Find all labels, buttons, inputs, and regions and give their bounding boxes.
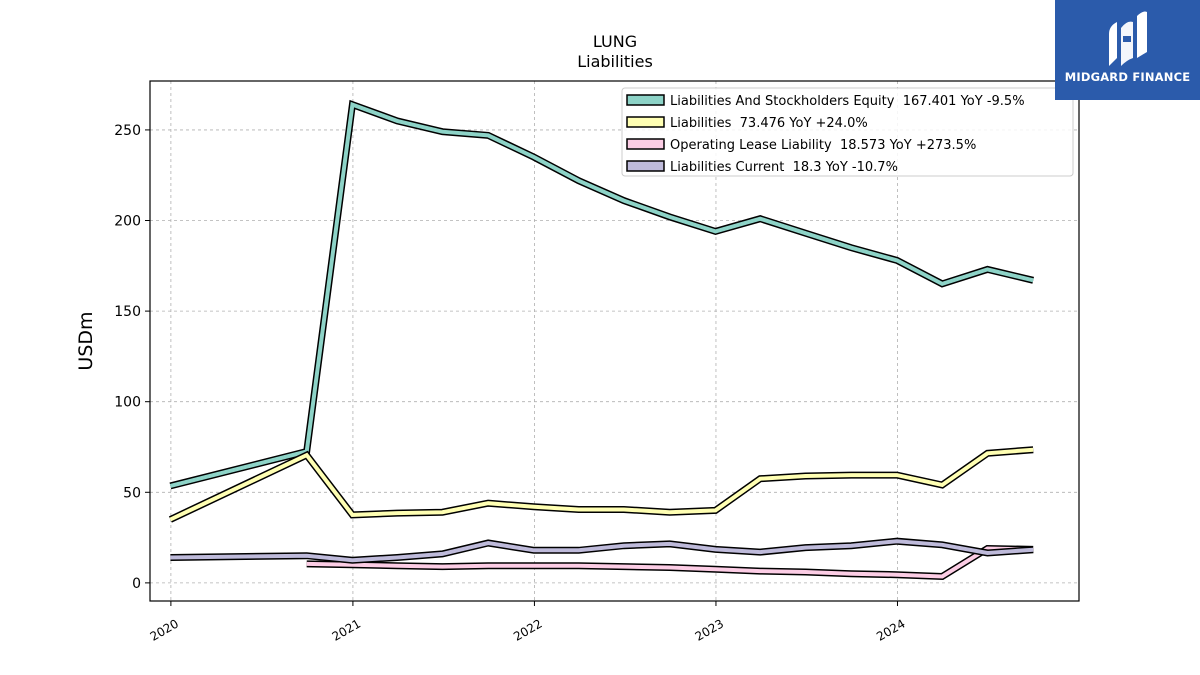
legend-entry-3: Liabilities Current 18.3 YoY -10.7%	[670, 160, 898, 175]
y-tick-label: 50	[123, 485, 141, 501]
y-tick-label: 150	[114, 304, 141, 320]
legend-swatch-1	[626, 116, 665, 128]
brand-logo: MIDGARD FINANCE	[1055, 0, 1200, 100]
y-tick-label: 200	[114, 214, 141, 230]
legend-swatch-3	[626, 160, 665, 172]
brand-name: MIDGARD FINANCE	[1064, 70, 1191, 84]
y-tick-label: 100	[114, 395, 141, 411]
series-line-0	[169, 101, 1034, 488]
y-tick-label: 250	[114, 123, 141, 139]
y-tick-label: 0	[132, 576, 141, 592]
chart-subtitle: Liabilities	[577, 52, 653, 71]
legend-entry-1: Liabilities 73.476 YoY +24.0%	[670, 116, 868, 131]
legend-swatch-0	[626, 94, 665, 106]
x-tick-label: 2022	[511, 616, 544, 643]
midgard-logo-icon	[1109, 11, 1147, 67]
x-tick-label: 2020	[148, 616, 181, 643]
series-line-1	[169, 447, 1034, 522]
chart-title: LUNG	[593, 32, 637, 51]
legend-entry-0: Liabilities And Stockholders Equity 167.…	[670, 94, 1025, 109]
legend-entry-2: Operating Lease Liability 18.573 YoY +27…	[670, 138, 976, 153]
plot-frame	[149, 80, 1080, 602]
y-axis-label: USDm	[75, 311, 97, 370]
x-tick-label: 2023	[693, 616, 726, 643]
x-tick-label: 2021	[330, 616, 363, 643]
legend-swatch-2	[626, 138, 665, 150]
legend-box	[621, 87, 1074, 177]
series-line-2	[306, 546, 1034, 579]
legend: Liabilities And Stockholders Equity 167.…	[621, 87, 1074, 177]
x-tick-label: 2024	[874, 616, 907, 643]
series-line-3	[170, 539, 1034, 563]
series-layer	[168, 99, 1035, 581]
